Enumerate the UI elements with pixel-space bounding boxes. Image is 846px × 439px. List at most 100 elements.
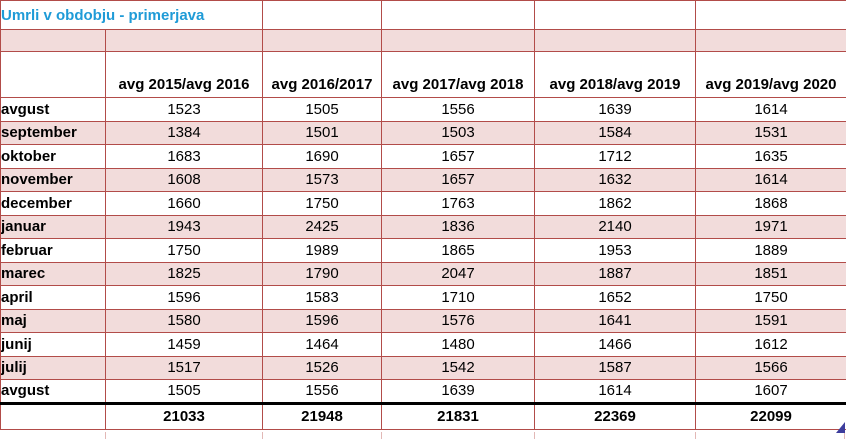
total-cell-c0[interactable]: 21033 xyxy=(105,401,263,430)
month-label-12[interactable]: avgust xyxy=(0,379,106,404)
data-cell-r7-c0[interactable]: 1825 xyxy=(105,261,263,286)
totals-label-cell[interactable] xyxy=(0,401,106,430)
data-cell-r6-c2[interactable]: 1865 xyxy=(381,238,535,263)
data-cell-r0-c4[interactable]: 1614 xyxy=(695,97,846,122)
month-label-9[interactable]: maj xyxy=(0,308,106,333)
data-cell-r1-c1[interactable]: 1501 xyxy=(262,120,382,145)
data-cell-r3-c1[interactable]: 1573 xyxy=(262,167,382,192)
month-label-0[interactable]: avgust xyxy=(0,97,106,122)
month-label-2[interactable]: oktober xyxy=(0,144,106,169)
column-header-3[interactable]: avg 2018/avg 2019 xyxy=(534,51,696,98)
data-cell-r4-c2[interactable]: 1763 xyxy=(381,191,535,216)
data-cell-r3-c2[interactable]: 1657 xyxy=(381,167,535,192)
data-cell-r2-c1[interactable]: 1690 xyxy=(262,144,382,169)
total-cell-c3[interactable]: 22369 xyxy=(534,401,696,430)
month-label-6[interactable]: februar xyxy=(0,238,106,263)
total-cell-c2[interactable]: 21831 xyxy=(381,401,535,430)
selection-fill-handle-icon[interactable] xyxy=(836,422,845,433)
data-cell-r8-c0[interactable]: 1596 xyxy=(105,285,263,310)
empty-cell[interactable] xyxy=(381,29,535,52)
data-cell-r1-c3[interactable]: 1584 xyxy=(534,120,696,145)
data-cell-r4-c1[interactable]: 1750 xyxy=(262,191,382,216)
data-cell-r4-c0[interactable]: 1660 xyxy=(105,191,263,216)
month-label-4[interactable]: december xyxy=(0,191,106,216)
data-cell-r10-c3[interactable]: 1466 xyxy=(534,332,696,357)
month-label-8[interactable]: april xyxy=(0,285,106,310)
data-cell-r9-c4[interactable]: 1591 xyxy=(695,308,846,333)
data-cell-r2-c3[interactable]: 1712 xyxy=(534,144,696,169)
data-cell-r7-c4[interactable]: 1851 xyxy=(695,261,846,286)
month-label-1[interactable]: september xyxy=(0,120,106,145)
empty-cell[interactable] xyxy=(695,29,846,52)
data-cell-r5-c3[interactable]: 2140 xyxy=(534,214,696,239)
data-cell-r11-c0[interactable]: 1517 xyxy=(105,355,263,380)
data-cell-r8-c3[interactable]: 1652 xyxy=(534,285,696,310)
data-cell-r6-c1[interactable]: 1989 xyxy=(262,238,382,263)
data-cell-r0-c2[interactable]: 1556 xyxy=(381,97,535,122)
data-cell-r1-c0[interactable]: 1384 xyxy=(105,120,263,145)
empty-cell[interactable] xyxy=(262,29,382,52)
data-cell-r7-c1[interactable]: 1790 xyxy=(262,261,382,286)
data-cell-r10-c4[interactable]: 1612 xyxy=(695,332,846,357)
data-cell-r10-c1[interactable]: 1464 xyxy=(262,332,382,357)
data-cell-r12-c2[interactable]: 1639 xyxy=(381,379,535,404)
data-cell-r5-c0[interactable]: 1943 xyxy=(105,214,263,239)
total-cell-c1[interactable]: 21948 xyxy=(262,401,382,430)
month-label-7[interactable]: marec xyxy=(0,261,106,286)
data-cell-r4-c3[interactable]: 1862 xyxy=(534,191,696,216)
data-cell-r4-c4[interactable]: 1868 xyxy=(695,191,846,216)
month-label-3[interactable]: november xyxy=(0,167,106,192)
data-cell-r3-c0[interactable]: 1608 xyxy=(105,167,263,192)
data-cell-r0-c0[interactable]: 1523 xyxy=(105,97,263,122)
data-cell-r3-c3[interactable]: 1632 xyxy=(534,167,696,192)
empty-cell[interactable] xyxy=(534,0,696,30)
data-cell-r7-c2[interactable]: 2047 xyxy=(381,261,535,286)
data-cell-r5-c4[interactable]: 1971 xyxy=(695,214,846,239)
data-cell-r12-c0[interactable]: 1505 xyxy=(105,379,263,404)
empty-cell[interactable] xyxy=(381,0,535,30)
data-cell-r9-c2[interactable]: 1576 xyxy=(381,308,535,333)
data-cell-r0-c1[interactable]: 1505 xyxy=(262,97,382,122)
data-cell-r11-c1[interactable]: 1526 xyxy=(262,355,382,380)
page-title[interactable]: Umrli v obdobju - primerjava xyxy=(0,0,263,30)
data-cell-r10-c2[interactable]: 1480 xyxy=(381,332,535,357)
data-cell-r12-c3[interactable]: 1614 xyxy=(534,379,696,404)
data-cell-r8-c1[interactable]: 1583 xyxy=(262,285,382,310)
empty-cell[interactable] xyxy=(105,29,263,52)
data-cell-r3-c4[interactable]: 1614 xyxy=(695,167,846,192)
data-cell-r5-c2[interactable]: 1836 xyxy=(381,214,535,239)
data-cell-r8-c2[interactable]: 1710 xyxy=(381,285,535,310)
data-cell-r9-c1[interactable]: 1596 xyxy=(262,308,382,333)
month-label-5[interactable]: januar xyxy=(0,214,106,239)
data-cell-r6-c3[interactable]: 1953 xyxy=(534,238,696,263)
data-cell-r0-c3[interactable]: 1639 xyxy=(534,97,696,122)
column-header-4[interactable]: avg 2019/avg 2020 xyxy=(695,51,846,98)
data-cell-r5-c1[interactable]: 2425 xyxy=(262,214,382,239)
data-cell-r6-c0[interactable]: 1750 xyxy=(105,238,263,263)
total-cell-c4[interactable]: 22099 xyxy=(695,401,846,430)
data-cell-r11-c4[interactable]: 1566 xyxy=(695,355,846,380)
month-label-11[interactable]: julij xyxy=(0,355,106,380)
empty-cell[interactable] xyxy=(262,0,382,30)
data-cell-r6-c4[interactable]: 1889 xyxy=(695,238,846,263)
data-cell-r1-c4[interactable]: 1531 xyxy=(695,120,846,145)
data-cell-r11-c2[interactable]: 1542 xyxy=(381,355,535,380)
column-header-2[interactable]: avg 2017/avg 2018 xyxy=(381,51,535,98)
header-corner-cell[interactable] xyxy=(0,51,106,98)
data-cell-r8-c4[interactable]: 1750 xyxy=(695,285,846,310)
empty-cell[interactable] xyxy=(0,29,106,52)
month-label-10[interactable]: junij xyxy=(0,332,106,357)
data-cell-r12-c4[interactable]: 1607 xyxy=(695,379,846,404)
column-header-1[interactable]: avg 2016/2017 xyxy=(262,51,382,98)
data-cell-r2-c0[interactable]: 1683 xyxy=(105,144,263,169)
data-cell-r9-c0[interactable]: 1580 xyxy=(105,308,263,333)
data-cell-r2-c4[interactable]: 1635 xyxy=(695,144,846,169)
empty-cell[interactable] xyxy=(534,29,696,52)
data-cell-r10-c0[interactable]: 1459 xyxy=(105,332,263,357)
data-cell-r1-c2[interactable]: 1503 xyxy=(381,120,535,145)
data-cell-r2-c2[interactable]: 1657 xyxy=(381,144,535,169)
data-cell-r9-c3[interactable]: 1641 xyxy=(534,308,696,333)
data-cell-r12-c1[interactable]: 1556 xyxy=(262,379,382,404)
column-header-0[interactable]: avg 2015/avg 2016 xyxy=(105,51,263,98)
empty-cell[interactable] xyxy=(695,0,846,30)
